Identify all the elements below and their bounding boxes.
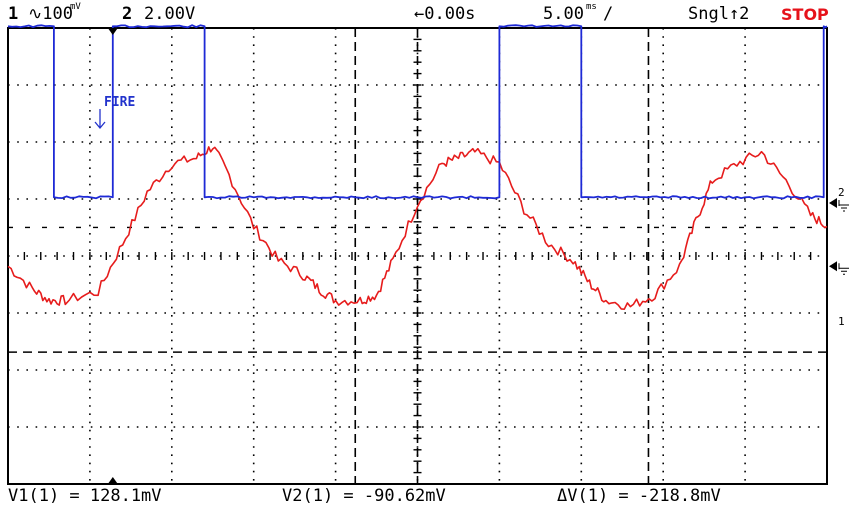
timebase-slash: / [603, 4, 614, 24]
delay-readout[interactable]: ←0.00s [414, 4, 476, 24]
traces [7, 24, 828, 310]
ch1-scale[interactable]: ∿100 [28, 4, 73, 24]
ch1-ground-label: 1 [838, 315, 845, 328]
ch1-ground-arrow-icon [829, 261, 837, 272]
markers [94, 28, 849, 484]
cursor-v2-readout: V2(1) = -90.62mV [282, 486, 446, 506]
ch2-ground-arrow-icon [829, 197, 837, 208]
trigger-top-arrow [107, 28, 118, 35]
trigger-bottom-arrow [107, 477, 118, 484]
trigger-mode[interactable]: Sngl↑2 [688, 4, 750, 24]
timebase-readout[interactable]: 5.00 [543, 4, 584, 24]
ch2-scale[interactable]: 2.00V [144, 4, 196, 24]
ch1-trace [7, 146, 828, 310]
timebase-unit: ms [586, 2, 597, 12]
ch2-indicator[interactable]: 2 [122, 4, 133, 24]
fire-label: FIRE [104, 95, 136, 110]
ch2-trace [7, 24, 828, 200]
ch1-indicator[interactable]: 1 [8, 4, 19, 24]
cursor-lines [8, 28, 827, 484]
cursor-delta-readout: ΔV(1) = -218.8mV [557, 486, 721, 506]
fire-arrowhead-icon [94, 121, 106, 130]
ch2-ground-label: 2 [838, 186, 845, 199]
ch1-scale-unit: mV [70, 2, 81, 12]
cursor-v1-readout: V1(1) = 128.1mV [8, 486, 162, 506]
run-state[interactable]: STOP [781, 5, 829, 24]
